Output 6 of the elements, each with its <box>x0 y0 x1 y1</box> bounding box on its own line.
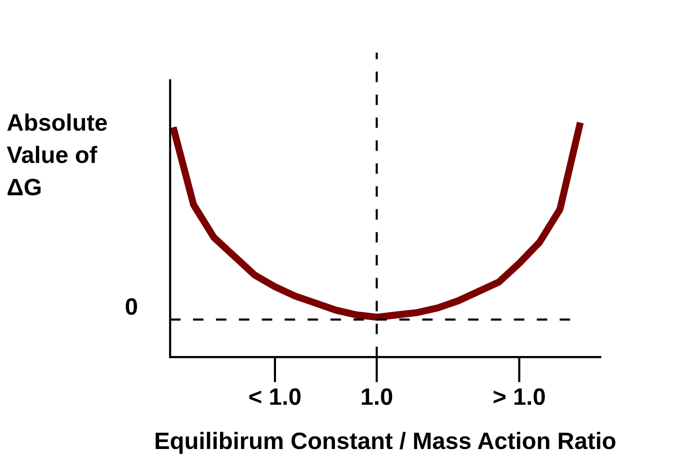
ref-line-label: 0 <box>126 298 138 315</box>
y-axis-title: Absolute Value of ΔG <box>6 114 107 196</box>
x-axis-title: Equilibirum Constant / Mass Action Ratio <box>156 432 616 454</box>
x-tick-label: < 1.0 <box>249 388 301 405</box>
x-tick-label: 1.0 <box>362 388 392 405</box>
x-tick-label: > 1.0 <box>494 388 545 405</box>
